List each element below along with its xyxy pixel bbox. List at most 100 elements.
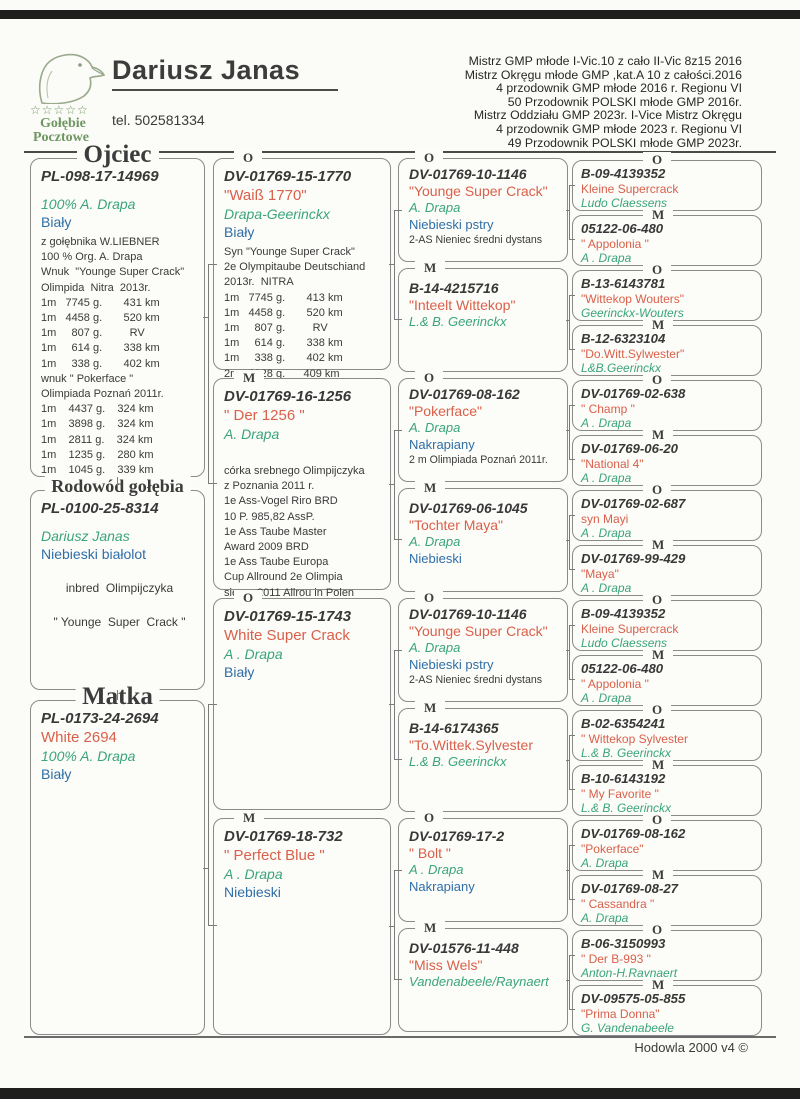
breeder-strain: L&B.Geerinckx xyxy=(581,361,662,375)
pigeon-name: "Maya" xyxy=(581,567,619,581)
connector xyxy=(389,264,395,265)
sex-label: O xyxy=(643,482,672,498)
pigeon-name: "Younge Super Crack" xyxy=(409,183,548,199)
scan-artifact-top xyxy=(0,10,800,19)
pigeon-name: White 2694 xyxy=(41,729,117,746)
sex-label: M xyxy=(643,537,674,553)
connector xyxy=(566,540,570,541)
feather-color: Biały xyxy=(224,664,255,680)
sex-label: M xyxy=(643,427,674,443)
g2-box-2: M DV-01769-16-1256 " Der 1256 " A. Drapa… xyxy=(213,370,391,599)
breeder-strain: G. Vandenabeele xyxy=(581,1021,674,1035)
pigeon-name: "Inteelt Wittekop" xyxy=(409,297,516,313)
connector xyxy=(394,430,402,540)
feather-color: Niebieski xyxy=(224,884,281,900)
g4-box-9: O B-09-4139352 Kleine Supercrack Ludo Cl… xyxy=(572,592,762,651)
breeder-strain: A . Drapa xyxy=(581,471,632,485)
breeder-strain: A. Drapa xyxy=(409,200,461,215)
ring-number: B-12-6323104 xyxy=(581,331,666,346)
phone-number: tel. 502581334 xyxy=(112,112,205,128)
pigeon-name: "Prima Donna" xyxy=(581,1007,660,1021)
sex-label: M xyxy=(643,977,674,993)
pigeon-name: " Wittekop Sylvester xyxy=(581,732,688,746)
sex-label: M xyxy=(415,260,446,276)
connector xyxy=(117,690,118,700)
ring-number: DV-01769-06-20 xyxy=(581,441,679,456)
g2-box-4: M DV-01769-18-732 " Perfect Blue " A . D… xyxy=(213,810,391,1035)
breeder-strain: A. Drapa xyxy=(581,856,629,870)
g4-box-14: M DV-01769-08-27 " Cassandra " A. Drapa xyxy=(572,867,762,926)
g4-box-2: M 05122-06-480 " Appolonia " A . Drapa xyxy=(572,207,762,266)
connector xyxy=(566,320,570,321)
pigeon-name: " Appolonia " xyxy=(581,237,649,251)
footer-divider xyxy=(24,1036,776,1038)
father-box-title: Ojciec xyxy=(76,141,159,169)
breeder-strain: Ludo Claessens xyxy=(581,196,668,210)
ring-number: B-09-4139352 xyxy=(581,606,666,621)
g4-box-6: M DV-01769-06-20 "National 4" A . Drapa xyxy=(572,427,762,486)
father-box: Ojciec PL-098-17-14969 100% A. Drapa Bia… xyxy=(30,141,205,477)
g4-box-11: O B-02-6354241 " Wittekop Sylvester L.& … xyxy=(572,702,762,761)
sex-label: M xyxy=(415,480,446,496)
pigeon-name: "Miss Wels" xyxy=(409,957,483,973)
sex-label: O xyxy=(415,150,444,166)
connector xyxy=(208,264,217,484)
ring-number: PL-0173-24-2694 xyxy=(41,710,159,727)
sex-label: O xyxy=(643,592,672,608)
ring-number: DV-01769-10-1146 xyxy=(409,606,527,622)
connector xyxy=(566,760,570,761)
connector xyxy=(569,185,575,240)
breeder-strain: Drapa-Geerinckx xyxy=(224,206,330,222)
ring-number: DV-01769-15-1770 xyxy=(224,168,352,185)
breeder-strain: A. Drapa xyxy=(409,534,461,549)
mother-box: Matka PL-0173-24-2694 White 2694 100% A.… xyxy=(30,683,205,1035)
pigeon-name: Kleine Supercrack xyxy=(581,182,679,196)
ring-number: DV-01769-99-429 xyxy=(581,551,686,566)
sex-label: M xyxy=(643,317,674,333)
connector xyxy=(569,515,575,570)
notes: z gołębnika W.LIEBNER 100 % Org. A. Drap… xyxy=(41,236,185,477)
breeder-strain: A . Drapa xyxy=(581,691,632,705)
pigeon-name: " My Favorite " xyxy=(581,787,659,801)
sex-label: M xyxy=(234,810,265,826)
sex-label: M xyxy=(643,207,674,223)
g4-box-10: M 05122-06-480 " Appolonia " A . Drapa xyxy=(572,647,762,706)
ring-number: DV-01769-06-1045 xyxy=(409,500,528,516)
ring-number: DV-01576-11-448 xyxy=(409,940,519,956)
subject-box: Rodowód gołębia PL-0100-25-8314 Dariusz … xyxy=(30,476,205,690)
connector xyxy=(203,317,209,318)
pigeon-name: " Appolonia " xyxy=(581,677,649,691)
sex-label: O xyxy=(643,702,672,718)
feather-color: Nakrapiany xyxy=(409,879,475,894)
connector xyxy=(569,625,575,680)
sex-label: O xyxy=(234,590,263,606)
g4-box-12: M B-10-6143192 " My Favorite " L.& B. Ge… xyxy=(572,757,762,816)
ring-number: DV-01769-16-1256 xyxy=(224,388,352,405)
connector xyxy=(566,650,570,651)
connector xyxy=(566,870,570,871)
g3-box-4: M DV-01769-06-1045 "Tochter Maya" A. Dra… xyxy=(398,480,568,592)
connector xyxy=(394,210,402,320)
pigeon-name: "Pokerface" xyxy=(409,403,482,419)
ring-number: PL-0100-25-8314 xyxy=(41,500,159,517)
connector xyxy=(569,845,575,900)
connector xyxy=(566,980,570,981)
pigeon-name: "National 4" xyxy=(581,457,644,471)
g4-box-15: O B-06-3150993 " Der B-993 " Anton-H.Ray… xyxy=(572,922,762,981)
sex-label: O xyxy=(643,152,672,168)
pigeon-name: " Perfect Blue " xyxy=(224,847,325,864)
g4-box-5: O DV-01769-02-638 " Champ " A . Drapa xyxy=(572,372,762,431)
ring-number: DV-01769-02-638 xyxy=(581,386,686,401)
breeder-strain: 100% A. Drapa xyxy=(41,196,136,212)
notes: inbred Olimpijczyka " Younge Super Crack… xyxy=(53,581,186,629)
breeder-strain: L.& B. Geerinckx xyxy=(581,746,672,760)
notes: Syn "Younge Super Crack" 2e Olympitaube … xyxy=(224,246,366,380)
pigeon-name: "Wittekop Wouters" xyxy=(581,292,684,306)
ring-number: B-14-6174365 xyxy=(409,720,499,736)
logo-text-pocztowe: Pocztowe xyxy=(33,130,89,145)
g2-box-3: O DV-01769-15-1743 White Super Crack A .… xyxy=(213,590,391,810)
ring-number: DV-01769-10-1146 xyxy=(409,166,527,182)
notes: 2 m Olimpiada Poznań 2011r. xyxy=(409,454,548,466)
pigeon-name: syn Mayi xyxy=(581,512,629,526)
